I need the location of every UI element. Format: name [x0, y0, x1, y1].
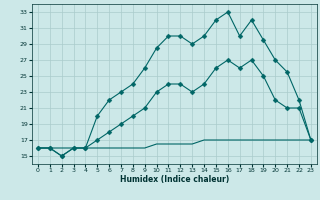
- X-axis label: Humidex (Indice chaleur): Humidex (Indice chaleur): [120, 175, 229, 184]
